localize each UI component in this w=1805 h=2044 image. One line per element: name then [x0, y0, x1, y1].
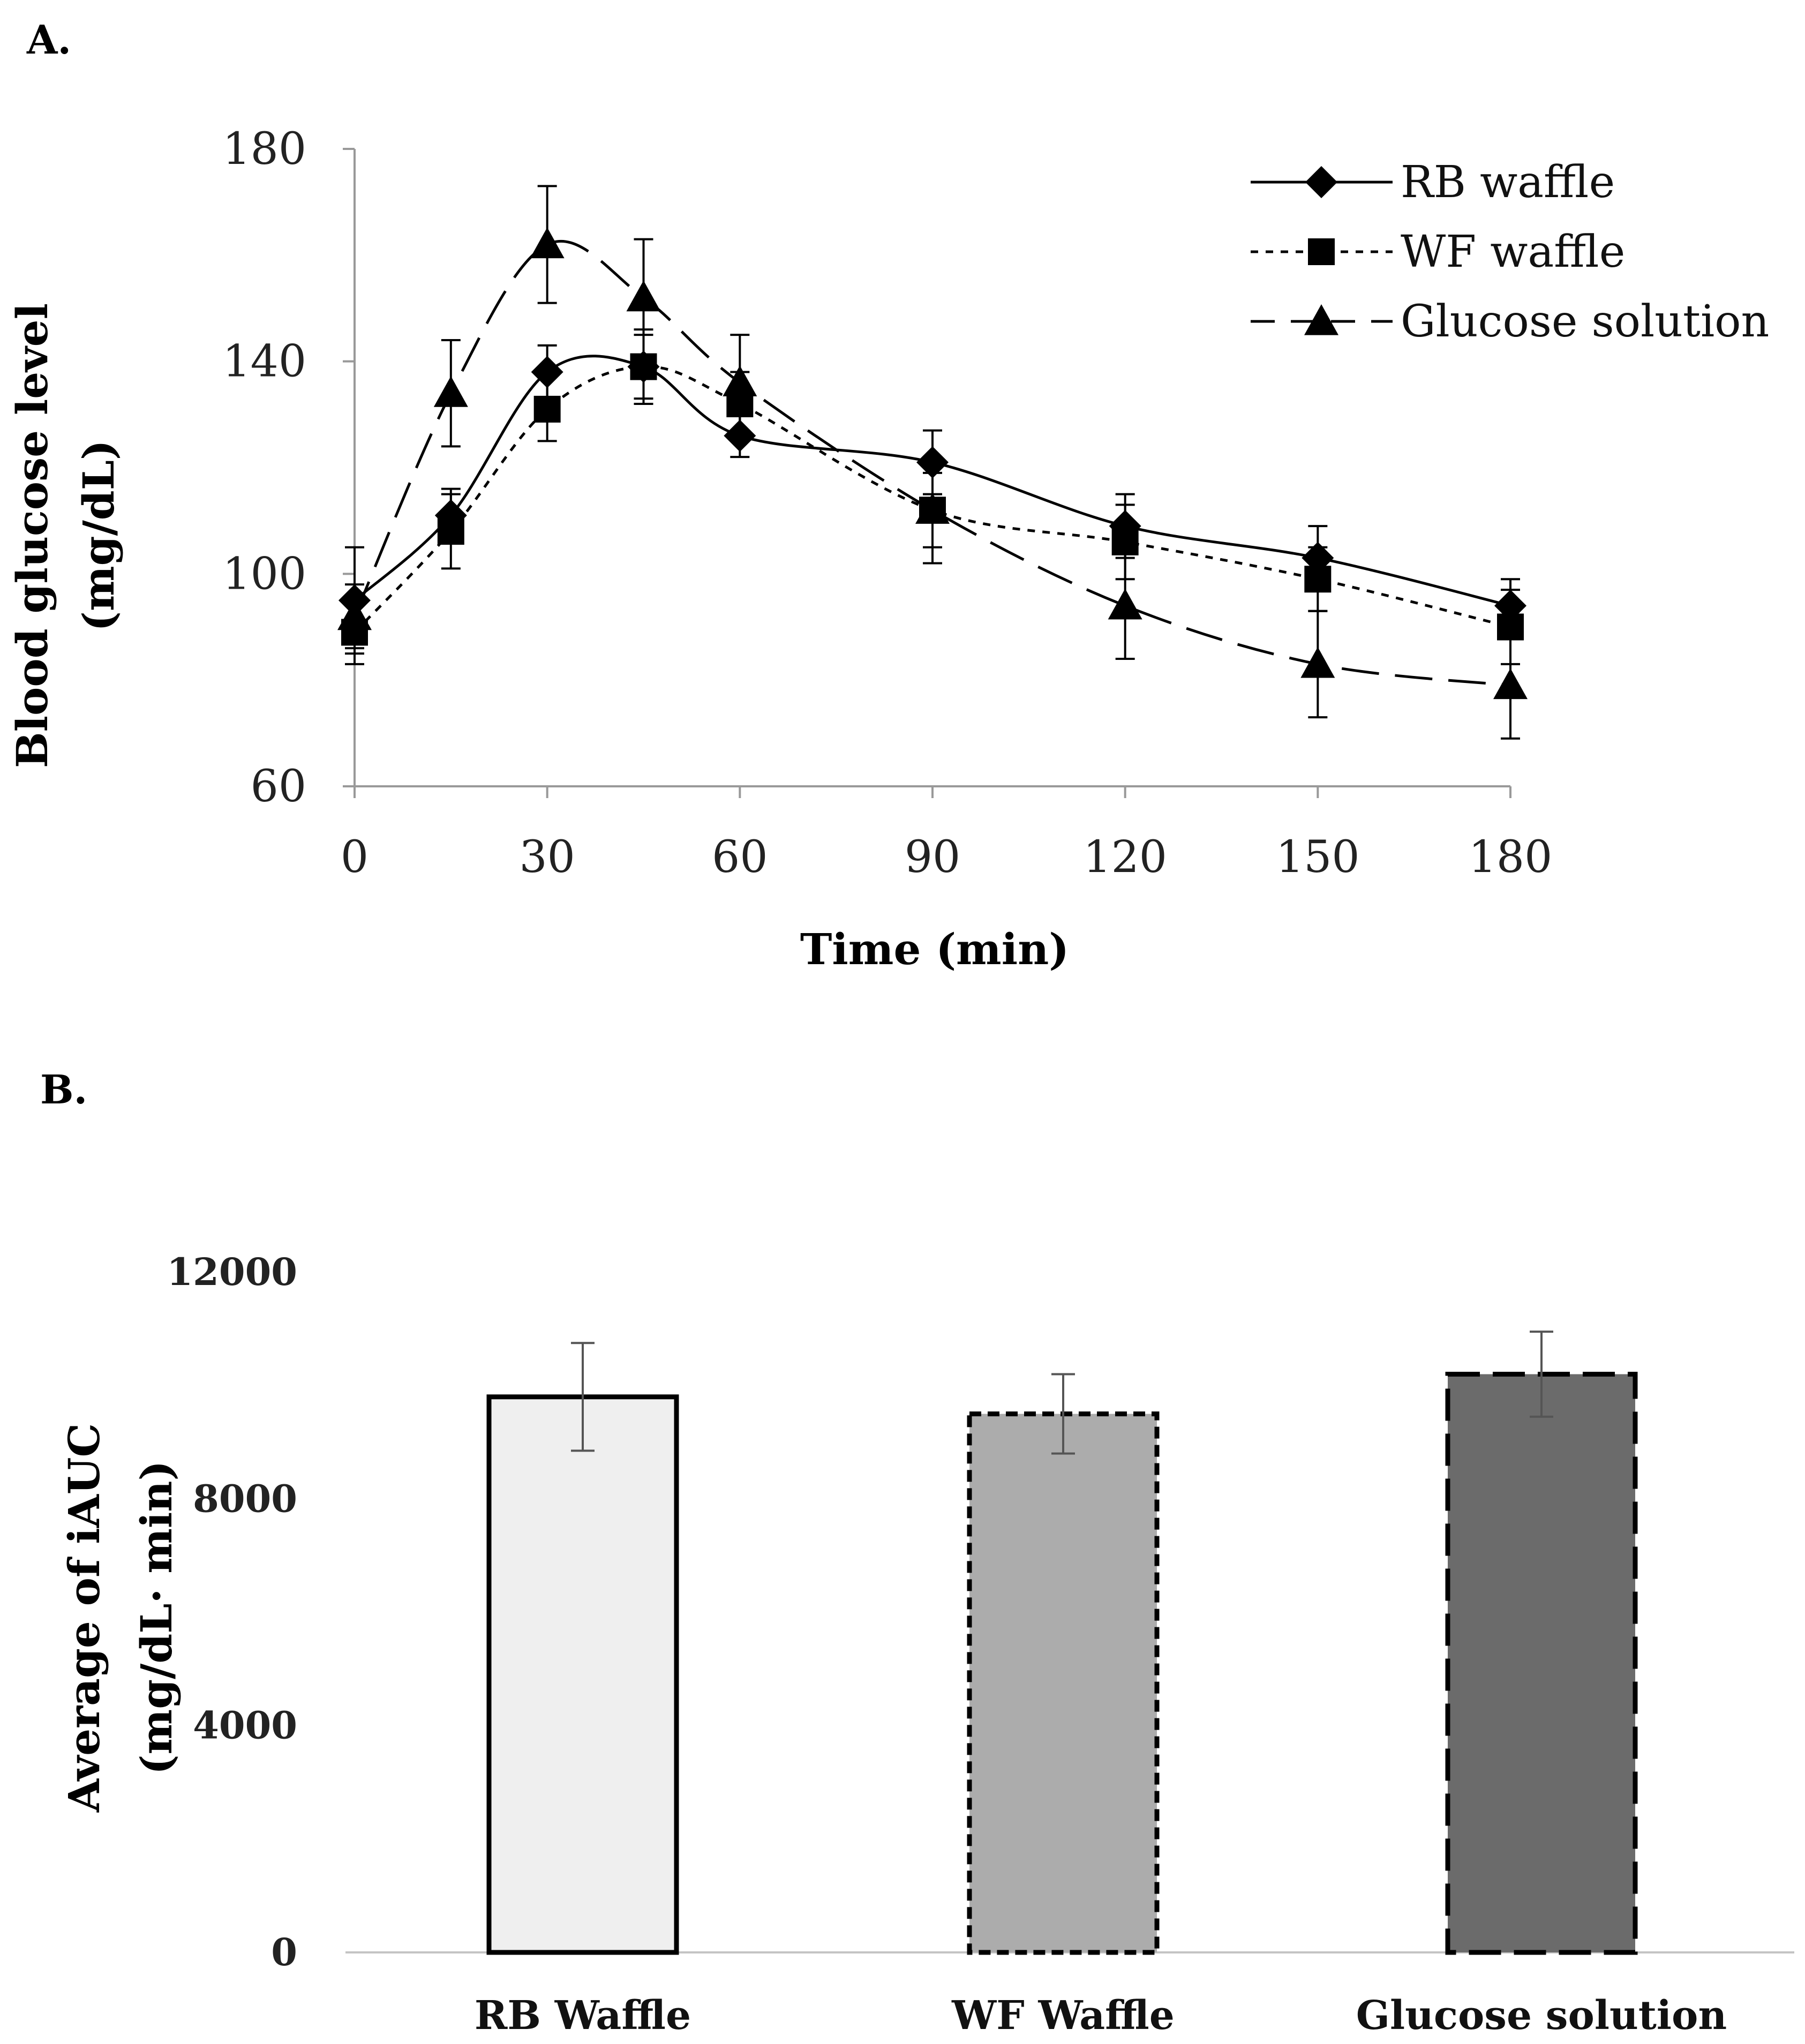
- series-glucose-solution: [337, 185, 1528, 740]
- data-point: [433, 376, 468, 407]
- data-point: [1108, 588, 1142, 620]
- panel-b-y-axis-unit: (mg/dL· min): [131, 1461, 182, 1775]
- legend-marker: [1304, 304, 1338, 335]
- panel-a-tick-labels: 60 100 140 180 0 30 60 90 120 150 180: [222, 124, 1552, 883]
- bar-wf-waffle: [967, 1411, 1160, 1955]
- panel-a-y-tick-label: 180: [222, 124, 306, 175]
- panel-a-line-chart: A. 60 100 140 180 0 30 60 90 120 150 180 RB waffle…: [7, 17, 1769, 974]
- legend-label: Glucose solution: [1401, 296, 1769, 347]
- panel-b-label: B.: [40, 1067, 87, 1113]
- panel-a-x-tick-label: 90: [905, 832, 960, 883]
- legend-marker: [1305, 166, 1337, 198]
- legend-label: WF waffle: [1401, 227, 1625, 277]
- data-point: [337, 599, 372, 630]
- panel-a-x-tick-label: 150: [1276, 832, 1360, 883]
- panel-b-y-tick-label: 12000: [167, 1250, 297, 1294]
- panel-a-legend: RB waffle WF waffle Glucose solution: [1251, 157, 1769, 347]
- panel-b-tick-labels: 0 4000 8000 12000: [167, 1250, 297, 1974]
- data-point: [530, 227, 565, 259]
- series-line: [354, 355, 1511, 607]
- panel-a-y-tick-label: 60: [251, 761, 306, 812]
- legend-marker: [1308, 238, 1335, 265]
- legend-entry: RB waffle: [1251, 157, 1615, 208]
- panel-b-category-labels: RB Waffle WF Waffle Glucose solution: [475, 1993, 1727, 2039]
- panel-a-y-axis-title: Blood glucose level: [7, 303, 57, 768]
- panel-a-y-axis-unit: (mg/dL): [73, 440, 124, 632]
- category-label: WF Waffle: [951, 1993, 1175, 2039]
- legend-entry: WF waffle: [1251, 227, 1625, 277]
- panel-a-x-axis-title: Time (min): [800, 924, 1069, 974]
- panel-a-y-tick-label: 140: [222, 336, 306, 387]
- panel-b-y-tick-label: 8000: [193, 1476, 297, 1521]
- data-point: [915, 493, 950, 524]
- panel-a-x-tick-label: 120: [1083, 832, 1167, 883]
- panel-a-x-tick-label: 180: [1469, 832, 1553, 883]
- panel-a-x-tick-label: 60: [712, 832, 768, 883]
- series-line: [353, 239, 1511, 687]
- panel-a-axes: [343, 148, 1511, 798]
- bar-glucose-solution: [1445, 1372, 1638, 1955]
- panel-b-y-axis-title: Average of iAUC: [59, 1423, 109, 1813]
- data-point: [1111, 528, 1139, 555]
- data-point: [437, 518, 464, 545]
- legend-entry: Glucose solution: [1251, 296, 1769, 347]
- panel-a-x-tick-label: 0: [341, 832, 368, 883]
- panel-b-bar-chart: B. 0 4000 8000 12000 RB Waffle WF Waffle Gluc…: [40, 1067, 1794, 2039]
- bar-rb-waffle: [486, 1394, 679, 1955]
- data-point: [533, 395, 561, 423]
- panel-b-bars: [486, 1331, 1638, 1955]
- data-point: [723, 365, 757, 396]
- panel-a-x-tick-label: 30: [519, 832, 575, 883]
- data-point: [630, 353, 657, 380]
- data-point: [1300, 647, 1335, 678]
- data-point: [626, 280, 661, 312]
- data-point: [1304, 566, 1332, 593]
- panel-a-series: [337, 185, 1528, 740]
- data-point: [531, 356, 563, 388]
- panel-b-y-tick-label: 0: [271, 1930, 297, 1974]
- panel-a-y-tick-label: 100: [222, 548, 306, 599]
- panel-b-y-tick-label: 4000: [193, 1703, 297, 1748]
- panel-a-label: A.: [26, 17, 71, 63]
- series-line: [354, 365, 1511, 634]
- category-label: Glucose solution: [1356, 1993, 1727, 2039]
- data-point: [1493, 668, 1528, 700]
- category-label: RB Waffle: [475, 1993, 691, 2039]
- legend-label: RB waffle: [1401, 157, 1615, 208]
